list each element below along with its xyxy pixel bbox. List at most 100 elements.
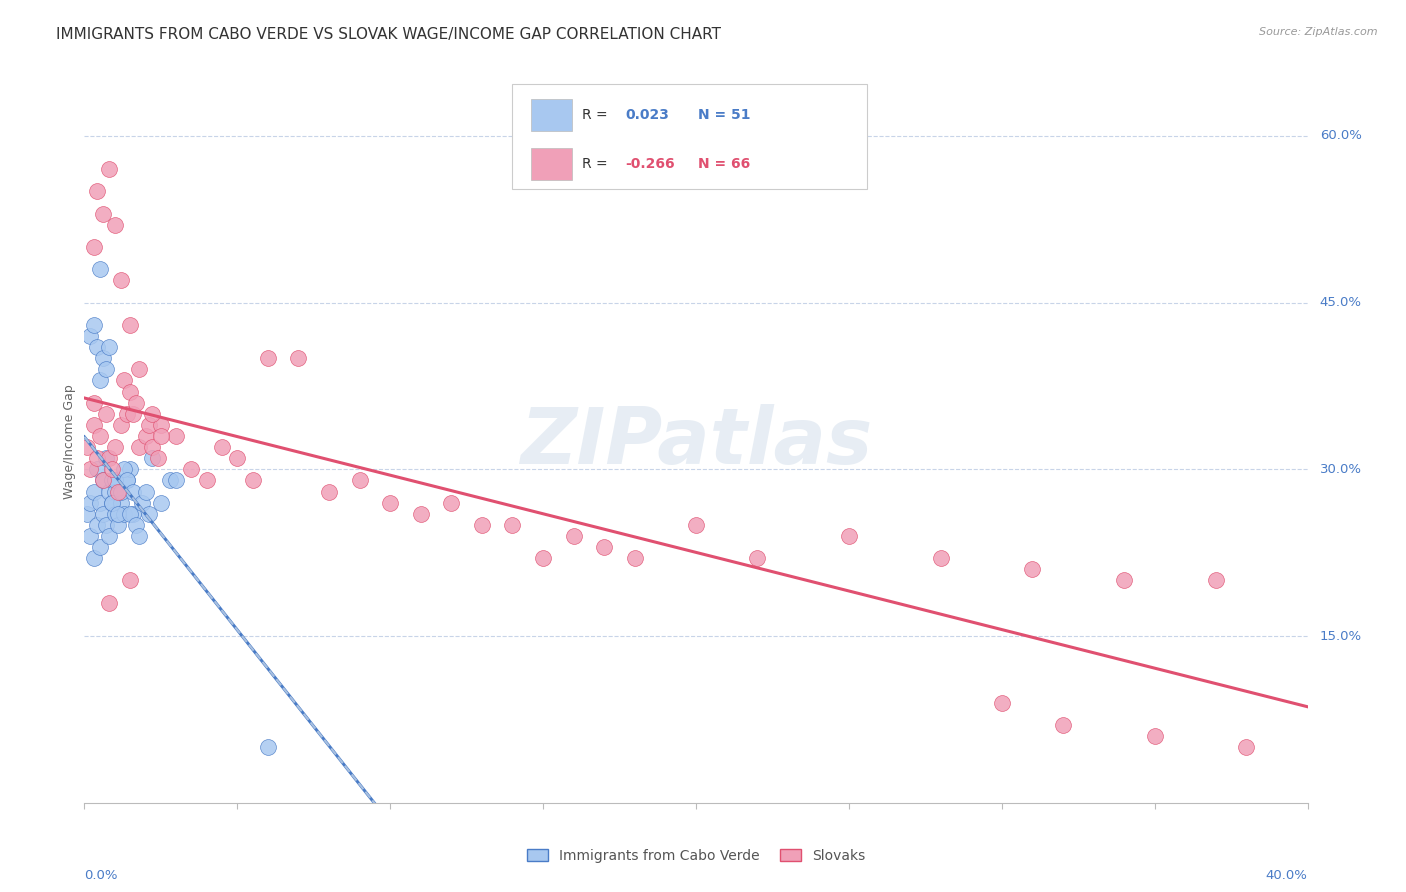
Point bbox=[86, 517, 108, 532]
Point bbox=[97, 451, 120, 466]
Text: -0.266: -0.266 bbox=[626, 157, 675, 171]
Text: 60.0%: 60.0% bbox=[1320, 129, 1361, 143]
Text: 15.0%: 15.0% bbox=[1320, 630, 1362, 642]
Point bbox=[120, 462, 142, 476]
Text: IMMIGRANTS FROM CABO VERDE VS SLOVAK WAGE/INCOME GAP CORRELATION CHART: IMMIGRANTS FROM CABO VERDE VS SLOVAK WAG… bbox=[56, 27, 721, 42]
Point bbox=[120, 574, 142, 588]
Point bbox=[104, 507, 127, 521]
Point bbox=[409, 507, 432, 521]
Point bbox=[165, 474, 187, 488]
Point bbox=[838, 529, 860, 543]
Point bbox=[101, 474, 124, 488]
Legend: Immigrants from Cabo Verde, Slovaks: Immigrants from Cabo Verde, Slovaks bbox=[522, 843, 870, 868]
Point bbox=[991, 696, 1014, 710]
Point bbox=[94, 451, 117, 466]
FancyBboxPatch shape bbox=[531, 99, 572, 131]
Point bbox=[91, 207, 114, 221]
Point bbox=[110, 273, 132, 287]
Point bbox=[471, 517, 494, 532]
Point bbox=[83, 240, 105, 254]
Point bbox=[562, 529, 585, 543]
Point bbox=[122, 407, 145, 421]
Point bbox=[91, 351, 114, 366]
Point bbox=[929, 551, 952, 566]
Point bbox=[101, 496, 124, 510]
Point bbox=[128, 440, 150, 454]
Point bbox=[112, 507, 135, 521]
Point bbox=[138, 417, 160, 432]
Text: Source: ZipAtlas.com: Source: ZipAtlas.com bbox=[1260, 27, 1378, 37]
Point bbox=[138, 507, 160, 521]
Point bbox=[131, 496, 153, 510]
Point bbox=[89, 373, 111, 387]
Point bbox=[1143, 729, 1166, 743]
Point bbox=[159, 474, 181, 488]
Point bbox=[83, 551, 105, 566]
Point bbox=[89, 496, 111, 510]
Text: N = 51: N = 51 bbox=[699, 108, 751, 122]
Point bbox=[107, 507, 129, 521]
Point bbox=[79, 529, 101, 543]
Point bbox=[89, 429, 111, 443]
Point bbox=[112, 373, 135, 387]
Text: 0.0%: 0.0% bbox=[84, 870, 118, 882]
Point bbox=[149, 417, 172, 432]
Point bbox=[112, 462, 135, 476]
Point bbox=[86, 340, 108, 354]
Text: 45.0%: 45.0% bbox=[1320, 296, 1362, 310]
Point bbox=[107, 517, 129, 532]
Point bbox=[287, 351, 309, 366]
Point bbox=[165, 429, 187, 443]
Point bbox=[107, 484, 129, 499]
Point bbox=[135, 484, 157, 499]
Y-axis label: Wage/Income Gap: Wage/Income Gap bbox=[63, 384, 76, 499]
Point bbox=[122, 484, 145, 499]
Point bbox=[180, 462, 202, 476]
FancyBboxPatch shape bbox=[531, 148, 572, 180]
Point bbox=[97, 596, 120, 610]
Point bbox=[91, 474, 114, 488]
Point bbox=[101, 496, 124, 510]
Point bbox=[195, 474, 218, 488]
Point bbox=[110, 417, 132, 432]
Text: 30.0%: 30.0% bbox=[1320, 463, 1362, 475]
Point bbox=[104, 474, 127, 488]
Point bbox=[110, 484, 132, 499]
Point bbox=[141, 451, 163, 466]
Point bbox=[97, 162, 120, 177]
Point bbox=[120, 318, 142, 332]
Point bbox=[593, 540, 616, 554]
Point bbox=[101, 462, 124, 476]
Point bbox=[89, 262, 111, 277]
FancyBboxPatch shape bbox=[513, 84, 868, 189]
Text: 0.023: 0.023 bbox=[626, 108, 669, 122]
Point bbox=[128, 362, 150, 376]
Point bbox=[97, 529, 120, 543]
Point bbox=[747, 551, 769, 566]
Point bbox=[86, 462, 108, 476]
Point bbox=[1021, 562, 1043, 576]
Point bbox=[94, 407, 117, 421]
Point bbox=[1236, 740, 1258, 755]
Point bbox=[83, 484, 105, 499]
Point bbox=[115, 474, 138, 488]
Point bbox=[257, 740, 280, 755]
Point bbox=[104, 440, 127, 454]
Point bbox=[104, 484, 127, 499]
Point bbox=[125, 517, 148, 532]
Point bbox=[83, 318, 105, 332]
Text: 40.0%: 40.0% bbox=[1265, 870, 1308, 882]
Point bbox=[531, 551, 554, 566]
Point bbox=[120, 507, 142, 521]
Text: ZIPatlas: ZIPatlas bbox=[520, 403, 872, 480]
Point bbox=[226, 451, 249, 466]
Point bbox=[79, 496, 101, 510]
Point bbox=[146, 451, 169, 466]
Point bbox=[120, 384, 142, 399]
Text: N = 66: N = 66 bbox=[699, 157, 751, 171]
Point bbox=[141, 440, 163, 454]
Point bbox=[89, 540, 111, 554]
Point bbox=[1205, 574, 1227, 588]
Point bbox=[83, 395, 105, 409]
Text: R =: R = bbox=[582, 157, 612, 171]
